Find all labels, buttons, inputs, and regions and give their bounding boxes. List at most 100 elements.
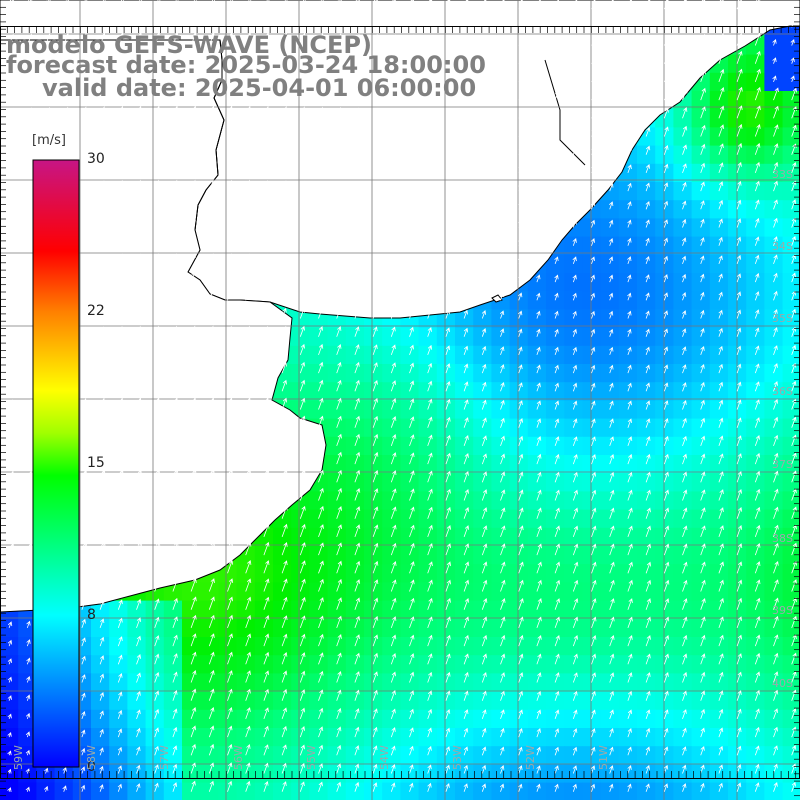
- wind-cell: [782, 600, 800, 620]
- wind-arrow: [682, 34, 688, 46]
- wind-arrow: [409, 0, 415, 10]
- wind-arrow: [172, 397, 178, 410]
- wind-cell: [509, 746, 529, 765]
- wind-cell: [200, 600, 219, 620]
- wind-arrow: [427, 380, 433, 392]
- wind-arrow: [63, 0, 69, 10]
- wind-arrow: [99, 560, 106, 574]
- wind-arrow: [390, 344, 396, 356]
- wind-arrow: [227, 105, 233, 119]
- wind-arrow: [227, 0, 234, 10]
- wind-arrow: [136, 325, 142, 337]
- wind-arrow: [390, 452, 397, 465]
- wind-cell: [291, 309, 310, 329]
- wind-arrow: [190, 325, 196, 337]
- wind-cell: [709, 546, 729, 565]
- wind-cell: [764, 345, 784, 365]
- wind-arrow: [572, 310, 577, 319]
- wind-arrow: [26, 162, 32, 174]
- wind-arrow: [299, 106, 306, 119]
- wind-arrow: [500, 579, 506, 592]
- wind-arrow: [700, 69, 706, 83]
- wind-arrow: [627, 237, 632, 246]
- wind-cell: [728, 473, 747, 492]
- wind-arrow: [190, 541, 197, 556]
- wind-arrow: [754, 616, 761, 629]
- wind-arrow: [154, 271, 160, 283]
- wind-cell: [673, 655, 693, 674]
- wind-cell: [782, 145, 800, 165]
- wind-cell: [309, 364, 329, 383]
- wind-arrow: [390, 616, 397, 629]
- wind-arrow: [627, 17, 633, 28]
- wind-arrow: [117, 451, 124, 465]
- wind-arrow: [172, 634, 178, 647]
- wind-cell: [728, 200, 747, 219]
- wind-cell: [254, 691, 274, 711]
- wind-arrow: [645, 0, 651, 10]
- wind-arrow: [99, 87, 106, 101]
- wind-arrow: [245, 289, 251, 301]
- wind-cell: [782, 36, 800, 56]
- wind-arrow: [427, 71, 433, 83]
- wind-cell: [546, 527, 565, 547]
- wind-arrow: [336, 290, 342, 301]
- wind-cell: [382, 527, 401, 547]
- wind-cell: [600, 709, 620, 729]
- wind-arrow: [609, 598, 615, 610]
- wind-cell: [127, 637, 147, 656]
- wind-cell: [746, 455, 765, 474]
- wind-cell: [327, 546, 347, 565]
- wind-cell: [418, 473, 438, 492]
- wind-arrow: [645, 616, 651, 629]
- wind-arrow: [136, 433, 142, 447]
- wind-arrow: [718, 327, 723, 337]
- wind-cell: [218, 746, 238, 765]
- wind-arrow: [736, 105, 743, 119]
- wind-cell: [746, 673, 765, 693]
- wind-arrow: [591, 35, 596, 46]
- wind-arrow: [773, 634, 779, 647]
- wind-cell: [600, 254, 620, 274]
- wind-arrow: [554, 418, 560, 428]
- wind-arrow: [572, 146, 578, 155]
- wind-cell: [709, 163, 729, 183]
- wind-cell: [782, 673, 800, 693]
- wind-cell: [582, 564, 602, 583]
- wind-arrow: [245, 596, 252, 610]
- wind-arrow: [318, 578, 324, 592]
- wind-arrow: [263, 379, 269, 392]
- wind-cell: [291, 746, 310, 765]
- wind-cell: [273, 655, 292, 674]
- wind-arrow: [63, 125, 69, 137]
- wind-arrow: [8, 125, 14, 137]
- wind-arrow: [208, 633, 215, 647]
- wind-arrow: [390, 272, 396, 283]
- wind-cell: [546, 345, 565, 365]
- wind-arrow: [609, 635, 615, 647]
- wind-cell: [564, 291, 583, 310]
- wind-cell: [728, 709, 747, 729]
- wind-cell: [746, 600, 765, 620]
- wind-cell: [182, 746, 201, 765]
- wind-arrow: [390, 254, 396, 265]
- wind-arrow: [263, 50, 270, 64]
- wind-arrow: [409, 126, 414, 137]
- wind-arrow: [718, 381, 724, 392]
- wind-arrow: [26, 470, 33, 483]
- wind-arrow: [736, 15, 743, 28]
- wind-arrow: [354, 235, 360, 246]
- wind-cell: [418, 600, 438, 620]
- wind-cell: [364, 691, 383, 711]
- wind-cell: [127, 746, 147, 765]
- wind-arrow: [81, 542, 88, 556]
- wind-cell: [200, 655, 219, 674]
- wind-arrow: [500, 364, 505, 374]
- wind-arrow: [263, 307, 269, 319]
- wind-cell: [618, 491, 638, 511]
- wind-arrow: [136, 451, 142, 465]
- wind-arrow: [26, 506, 33, 519]
- wind-arrow: [554, 310, 559, 319]
- wind-arrow: [518, 127, 523, 137]
- wind-arrow: [172, 559, 179, 574]
